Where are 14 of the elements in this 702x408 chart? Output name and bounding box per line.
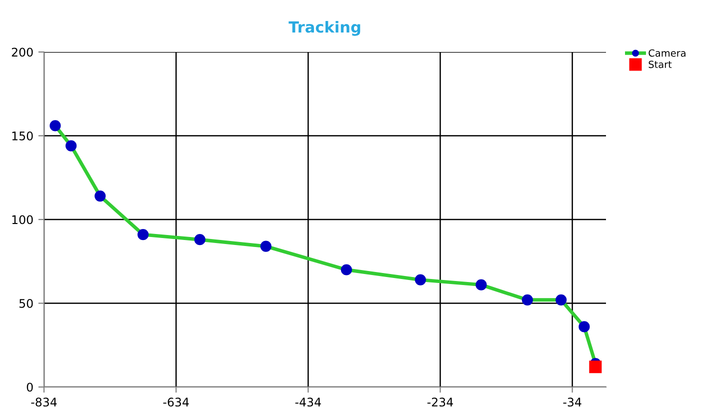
x-tick-label: -234 — [427, 398, 453, 407]
point — [589, 360, 602, 374]
x-tick-label: -434 — [295, 398, 321, 407]
x-tick-label: -634 — [163, 398, 189, 407]
x-tick-label: -834 — [31, 398, 57, 407]
x-tick-label: -34 — [563, 398, 582, 407]
y-tick-label: 50 — [19, 298, 33, 308]
chart-title: Tracking — [288, 20, 360, 36]
legend-label: Camera — [648, 49, 686, 57]
y-tick-label: 0 — [26, 382, 33, 392]
y-tick-label: 100 — [12, 215, 33, 224]
y-tick-label: 150 — [12, 131, 33, 140]
legend-label: Start — [648, 60, 672, 68]
y-tick-label: 200 — [12, 48, 33, 57]
